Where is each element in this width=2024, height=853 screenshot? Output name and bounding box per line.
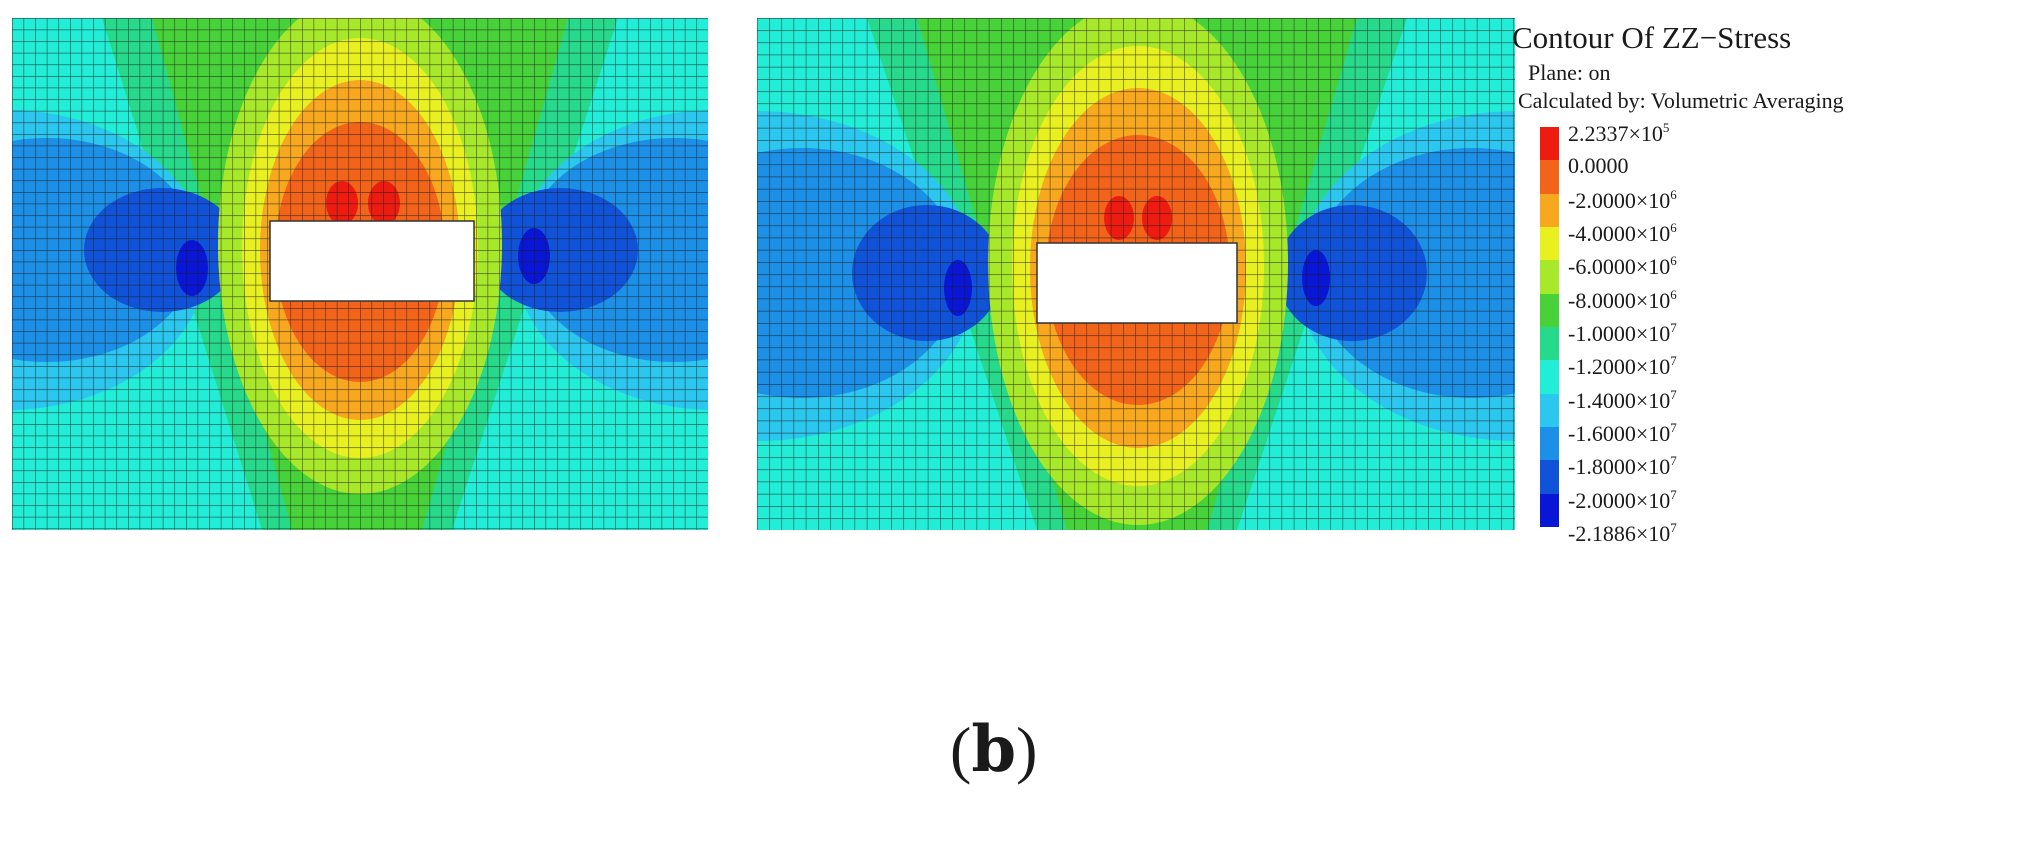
legend-label-times: ×10 <box>1635 254 1671 280</box>
legend-swatch <box>1540 360 1559 394</box>
legend-label-mantissa: 2.2337 <box>1568 121 1629 146</box>
legend-label-exponent: 6 <box>1670 186 1677 202</box>
legend-label-times: ×10 <box>1635 421 1671 446</box>
legend-swatch <box>1540 460 1559 494</box>
legend-label-mantissa: -2.0000 <box>1568 187 1636 213</box>
legend-label: -6.0000×106 <box>1568 253 1677 280</box>
legend-label-exponent: 7 <box>1670 386 1677 402</box>
legend-swatch <box>1540 260 1559 294</box>
legend-title: Contour Of ZZ−Stress <box>1512 20 1792 55</box>
legend-label: -4.0000×106 <box>1568 220 1677 247</box>
legend-label-mantissa: -1.8000 <box>1568 454 1636 480</box>
legend-label-exponent: 7 <box>1670 486 1677 502</box>
legend-label-times: ×10 <box>1635 221 1671 246</box>
contour-plot-right-svg <box>757 18 1515 530</box>
legend-label-mantissa: -2.0000 <box>1568 487 1636 513</box>
legend-label-times: ×10 <box>1635 487 1671 513</box>
legend-label-mantissa: -2.1886 <box>1568 521 1636 546</box>
legend-label-exponent: 6 <box>1670 286 1677 302</box>
contour-plot-right <box>757 18 1515 530</box>
caption-letter: b <box>971 712 1017 787</box>
legend-label: -1.0000×107 <box>1568 320 1677 347</box>
legend-label-mantissa: 0.0000 <box>1568 153 1629 179</box>
legend-label-mantissa: -4.0000 <box>1568 221 1636 246</box>
contour-plot-left <box>12 18 708 530</box>
legend-swatch <box>1540 160 1559 194</box>
excavation-opening <box>269 220 475 302</box>
legend-label-exponent: 5 <box>1662 120 1670 135</box>
legend-label-exponent: 7 <box>1670 520 1677 535</box>
legend-label-exponent: 7 <box>1670 420 1677 435</box>
legend-label: 0.0000 <box>1568 153 1629 179</box>
legend-label: -2.1886×107 <box>1568 520 1677 547</box>
excavation-opening <box>1036 242 1238 324</box>
legend-label: -8.0000×106 <box>1568 287 1677 314</box>
legend-label-exponent: 7 <box>1670 320 1677 335</box>
legend-label-exponent: 7 <box>1670 353 1677 369</box>
legend-label-mantissa: -1.4000 <box>1568 387 1636 413</box>
legend-label: -1.6000×107 <box>1568 420 1677 447</box>
legend-label-times: ×10 <box>1635 387 1671 413</box>
legend-label-exponent: 7 <box>1670 453 1677 469</box>
legend-label-times: ×10 <box>1635 321 1671 346</box>
legend-swatch <box>1540 393 1559 427</box>
legend-label-times: ×10 <box>1635 521 1671 546</box>
legend-swatch <box>1540 326 1559 361</box>
legend-label: 2.2337×105 <box>1568 120 1669 147</box>
contour-plot-left-svg <box>12 18 708 530</box>
legend-label-mantissa: -6.0000 <box>1568 254 1636 280</box>
figure-caption: (b) <box>950 712 1037 787</box>
legend-calculated-line: Calculated by: Volumetric Averaging <box>1518 88 1844 113</box>
legend-label-mantissa: -1.2000 <box>1568 354 1636 380</box>
legend-label-times: ×10 <box>1635 454 1671 480</box>
legend-label-mantissa: -1.0000 <box>1568 321 1636 346</box>
legend-label: -1.2000×107 <box>1568 353 1677 380</box>
legend-label-times: ×10 <box>1635 187 1671 213</box>
legend-swatch <box>1540 127 1559 161</box>
legend-label-mantissa: -1.6000 <box>1568 421 1636 446</box>
legend-swatch <box>1540 193 1559 227</box>
legend-label: -1.8000×107 <box>1568 453 1677 480</box>
legend-label-times: ×10 <box>1628 121 1663 146</box>
caption-close-paren: ) <box>1016 714 1038 785</box>
legend-plane-line: Plane: on <box>1528 60 1611 85</box>
legend-label-times: ×10 <box>1635 287 1671 313</box>
legend-label: -2.0000×107 <box>1568 487 1677 514</box>
legend-label: -2.0000×106 <box>1568 187 1677 214</box>
legend-swatch <box>1540 493 1559 527</box>
legend-swatch <box>1540 293 1559 327</box>
legend-label-mantissa: -8.0000 <box>1568 287 1636 313</box>
caption-open-paren: ( <box>950 714 972 785</box>
legend-color-bar <box>1540 127 1559 527</box>
legend-label-exponent: 6 <box>1670 220 1677 235</box>
legend-swatch <box>1540 426 1559 461</box>
legend-swatch <box>1540 226 1559 261</box>
legend-label-exponent: 6 <box>1670 253 1677 269</box>
legend-label-times: ×10 <box>1635 354 1671 380</box>
legend-label: -1.4000×107 <box>1568 387 1677 414</box>
